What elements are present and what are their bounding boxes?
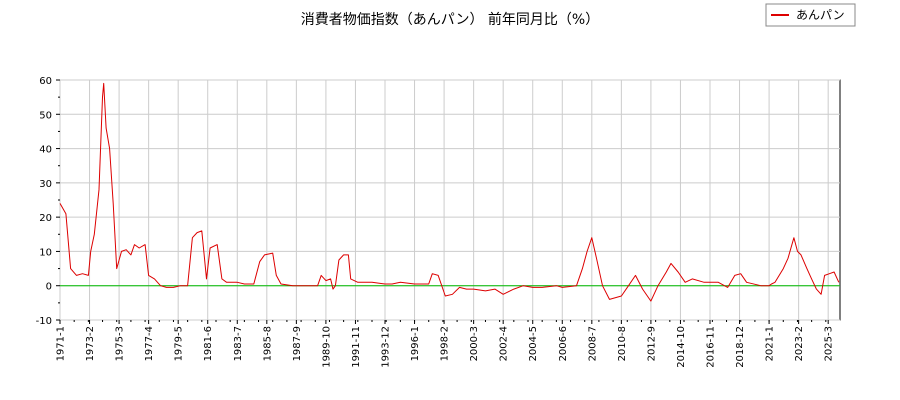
y-tick-label: 20: [39, 213, 52, 224]
y-tick-label: 50: [39, 110, 52, 121]
y-tick-label: 30: [39, 179, 52, 190]
x-tick-label: 1987-9: [292, 326, 303, 361]
x-tick-label: 2006-6: [558, 326, 569, 361]
y-tick-label: 10: [39, 247, 52, 258]
y-tick-label: 40: [39, 145, 52, 156]
x-tick-label: 2023-2: [794, 326, 805, 361]
x-tick-label: 1971-1: [56, 326, 67, 361]
x-tick-label: 1979-5: [174, 326, 185, 361]
x-tick-label: 1991-11: [351, 326, 362, 368]
y-tick-label: 0: [46, 282, 52, 293]
x-tick-label: 2008-7: [587, 326, 598, 361]
x-tick-label: 1981-6: [203, 326, 214, 361]
x-tick-label: 1996-1: [410, 326, 421, 361]
chart-title: 消費者物価指数（あんパン） 前年同月比（%）: [301, 11, 599, 28]
grid: [59, 79, 840, 321]
legend-box: [765, 3, 856, 27]
x-tick-label: 1975-3: [115, 326, 126, 361]
y-axis: -10 0 10 20 30 40 50 60: [36, 76, 60, 327]
x-tick-label: 2025-3: [824, 326, 835, 361]
x-tick-label: 2012-9: [646, 326, 657, 361]
x-tick-label: 2014-10: [676, 326, 687, 368]
x-tick-label: 2010-8: [617, 326, 628, 361]
x-tick-label: 1973-2: [85, 326, 96, 361]
x-tick-label: 1985-8: [262, 326, 273, 361]
x-tick-label: 1977-4: [144, 326, 155, 361]
legend-label: あんパン: [796, 8, 845, 22]
x-tick-label: 2016-11: [706, 326, 717, 368]
series-layer: [59, 82, 840, 302]
x-tick-label: 1989-10: [321, 326, 332, 368]
x-tick-label: 2000-3: [469, 326, 480, 361]
x-tick-label: 2004-5: [528, 326, 539, 361]
x-tick-label: 2021-1: [765, 326, 776, 361]
x-tick-label: 1998-2: [440, 326, 451, 361]
y-tick-label: 60: [39, 76, 52, 87]
x-tick-label: 2018-12: [735, 326, 746, 368]
x-tick-label: 2002-4: [499, 326, 510, 361]
x-tick-label: 1983-7: [233, 326, 244, 361]
x-tick-label: 1993-12: [381, 326, 392, 368]
x-axis: 1971-1 1973-2 1975-3 1977-4 1979-5 1981-6 1983…: [56, 320, 835, 368]
y-tick-label: -10: [36, 316, 52, 327]
plot-area: [59, 79, 841, 321]
series-line: [59, 82, 840, 302]
legend: あんパン: [765, 3, 856, 27]
